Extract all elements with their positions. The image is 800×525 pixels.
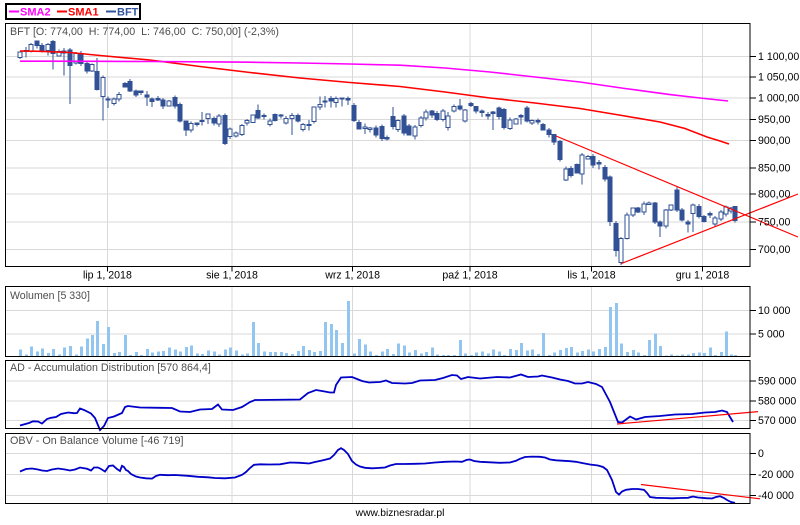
svg-text:750,00: 750,00 (758, 217, 791, 229)
svg-text:BFT [O: 774,00 H: 774,00 L:: BFT [O: 774,00 H: 774,00 L: 746,00 C: 75… (10, 26, 279, 38)
svg-text:-20 000: -20 000 (758, 469, 794, 481)
svg-text:800,00: 800,00 (758, 189, 791, 201)
svg-text:1 050,00: 1 050,00 (758, 72, 799, 84)
svg-text:10 000: 10 000 (758, 305, 791, 317)
svg-text:OBV - On Balance Volume [-46 7: OBV - On Balance Volume [-46 719] (10, 435, 183, 447)
svg-text:570 000: 570 000 (758, 415, 796, 427)
svg-text:580 000: 580 000 (758, 396, 796, 408)
svg-text:-40 000: -40 000 (758, 490, 794, 502)
svg-text:590 000: 590 000 (758, 376, 796, 388)
svg-text:sie 1, 2018: sie 1, 2018 (206, 270, 258, 282)
svg-text:5 000: 5 000 (758, 329, 785, 341)
svg-text:850,00: 850,00 (758, 163, 791, 175)
svg-text:www.biznesradar.pl: www.biznesradar.pl (355, 508, 445, 519)
svg-text:Wolumen [5 330]: Wolumen [5 330] (10, 290, 90, 302)
svg-text:900,00: 900,00 (758, 135, 791, 147)
svg-text:paź 1, 2018: paź 1, 2018 (442, 270, 497, 282)
svg-text:950,00: 950,00 (758, 114, 791, 126)
svg-text:BFT: BFT (117, 7, 139, 19)
svg-text:0: 0 (758, 448, 764, 460)
svg-text:lip 1, 2018: lip 1, 2018 (83, 270, 132, 282)
svg-text:1 100,00: 1 100,00 (758, 51, 799, 63)
svg-text:lis 1, 2018: lis 1, 2018 (567, 270, 615, 282)
svg-text:SMA2: SMA2 (20, 7, 51, 19)
svg-text:gru 1, 2018: gru 1, 2018 (676, 270, 730, 282)
svg-text:SMA1: SMA1 (68, 7, 99, 19)
svg-text:700,00: 700,00 (758, 244, 791, 256)
svg-text:AD - Accumulation Distribution: AD - Accumulation Distribution [570 864,… (10, 362, 211, 374)
svg-text:1 000,00: 1 000,00 (758, 93, 799, 105)
svg-text:wrz 1, 2018: wrz 1, 2018 (324, 270, 380, 282)
